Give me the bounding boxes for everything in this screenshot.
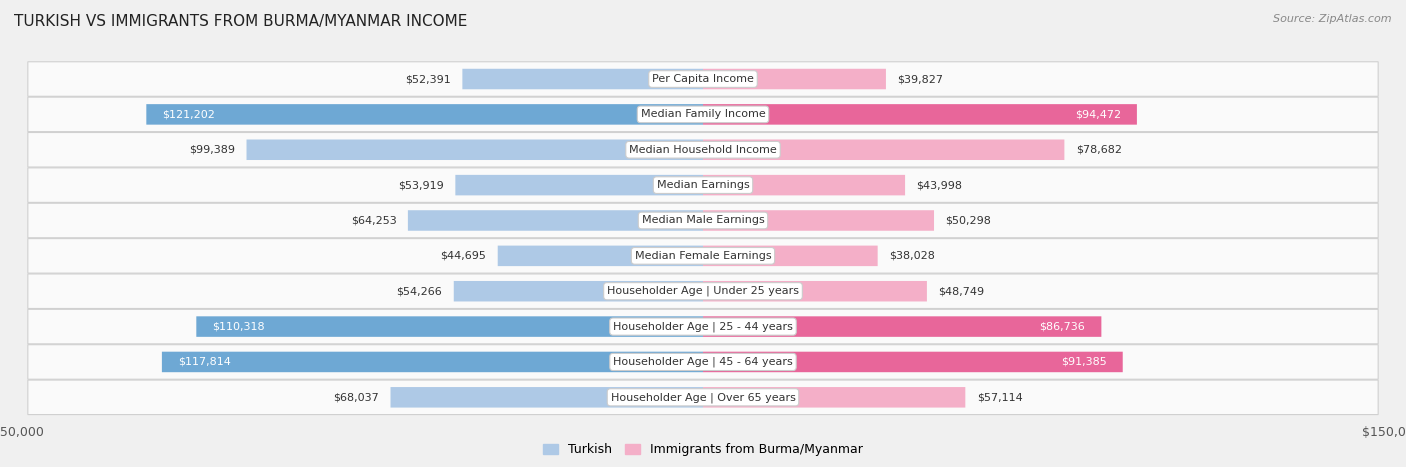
FancyBboxPatch shape	[28, 274, 1378, 309]
Text: $99,389: $99,389	[188, 145, 235, 155]
FancyBboxPatch shape	[246, 140, 703, 160]
Text: $94,472: $94,472	[1074, 109, 1121, 120]
Text: Source: ZipAtlas.com: Source: ZipAtlas.com	[1274, 14, 1392, 24]
Text: $44,695: $44,695	[440, 251, 486, 261]
Text: $48,749: $48,749	[938, 286, 984, 296]
FancyBboxPatch shape	[703, 104, 1137, 125]
FancyBboxPatch shape	[28, 203, 1378, 238]
FancyBboxPatch shape	[498, 246, 703, 266]
Text: Householder Age | 25 - 44 years: Householder Age | 25 - 44 years	[613, 321, 793, 332]
Text: Median Earnings: Median Earnings	[657, 180, 749, 190]
FancyBboxPatch shape	[197, 316, 703, 337]
Text: Median Family Income: Median Family Income	[641, 109, 765, 120]
Text: $50,298: $50,298	[945, 215, 991, 226]
Text: Householder Age | Over 65 years: Householder Age | Over 65 years	[610, 392, 796, 403]
Text: Householder Age | 45 - 64 years: Householder Age | 45 - 64 years	[613, 357, 793, 367]
FancyBboxPatch shape	[391, 387, 703, 408]
Text: Median Male Earnings: Median Male Earnings	[641, 215, 765, 226]
Text: $39,827: $39,827	[897, 74, 943, 84]
FancyBboxPatch shape	[454, 281, 703, 302]
Text: Per Capita Income: Per Capita Income	[652, 74, 754, 84]
Text: $38,028: $38,028	[889, 251, 935, 261]
Text: Median Household Income: Median Household Income	[628, 145, 778, 155]
FancyBboxPatch shape	[28, 380, 1378, 415]
Legend: Turkish, Immigrants from Burma/Myanmar: Turkish, Immigrants from Burma/Myanmar	[538, 439, 868, 461]
FancyBboxPatch shape	[703, 69, 886, 89]
FancyBboxPatch shape	[162, 352, 703, 372]
FancyBboxPatch shape	[703, 387, 966, 408]
Text: $110,318: $110,318	[212, 322, 264, 332]
Text: TURKISH VS IMMIGRANTS FROM BURMA/MYANMAR INCOME: TURKISH VS IMMIGRANTS FROM BURMA/MYANMAR…	[14, 14, 467, 29]
FancyBboxPatch shape	[703, 140, 1064, 160]
Text: $78,682: $78,682	[1076, 145, 1122, 155]
Text: $54,266: $54,266	[396, 286, 443, 296]
FancyBboxPatch shape	[703, 246, 877, 266]
Text: $121,202: $121,202	[163, 109, 215, 120]
FancyBboxPatch shape	[703, 352, 1123, 372]
FancyBboxPatch shape	[28, 345, 1378, 379]
FancyBboxPatch shape	[408, 210, 703, 231]
FancyBboxPatch shape	[28, 133, 1378, 167]
FancyBboxPatch shape	[28, 168, 1378, 202]
FancyBboxPatch shape	[463, 69, 703, 89]
FancyBboxPatch shape	[703, 210, 934, 231]
FancyBboxPatch shape	[28, 239, 1378, 273]
FancyBboxPatch shape	[456, 175, 703, 195]
FancyBboxPatch shape	[703, 175, 905, 195]
FancyBboxPatch shape	[28, 97, 1378, 132]
Text: $43,998: $43,998	[917, 180, 963, 190]
Text: $52,391: $52,391	[405, 74, 451, 84]
Text: $53,919: $53,919	[398, 180, 444, 190]
Text: Householder Age | Under 25 years: Householder Age | Under 25 years	[607, 286, 799, 297]
Text: $68,037: $68,037	[333, 392, 380, 402]
FancyBboxPatch shape	[703, 281, 927, 302]
Text: Median Female Earnings: Median Female Earnings	[634, 251, 772, 261]
FancyBboxPatch shape	[28, 62, 1378, 96]
Text: $91,385: $91,385	[1062, 357, 1107, 367]
FancyBboxPatch shape	[703, 316, 1101, 337]
Text: $86,736: $86,736	[1039, 322, 1085, 332]
FancyBboxPatch shape	[28, 309, 1378, 344]
Text: $117,814: $117,814	[179, 357, 231, 367]
Text: $64,253: $64,253	[350, 215, 396, 226]
FancyBboxPatch shape	[146, 104, 703, 125]
Text: $57,114: $57,114	[977, 392, 1022, 402]
